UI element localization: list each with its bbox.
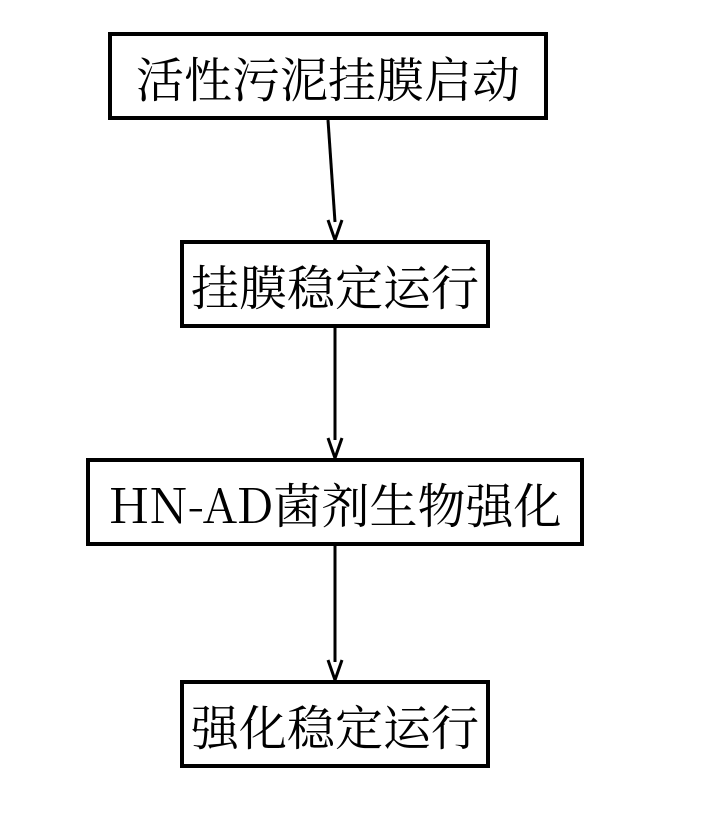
flowchart-arrow-1 — [308, 118, 355, 242]
node-label: 挂膜稳定运行 — [191, 250, 479, 319]
node-label: 活性污泥挂膜启动 — [136, 42, 520, 111]
flowchart-node-n1: 活性污泥挂膜启动 — [108, 32, 548, 120]
flowchart-arrow-3 — [315, 544, 355, 682]
flowchart-node-n2: 挂膜稳定运行 — [180, 240, 490, 328]
flowchart-node-n4: 强化稳定运行 — [180, 680, 490, 768]
node-label: 强化稳定运行 — [191, 690, 479, 759]
flowchart-node-n3: HN-AD菌剂生物强化 — [86, 458, 584, 546]
node-label: HN-AD菌剂生物强化 — [108, 468, 561, 537]
flowchart-canvas: 活性污泥挂膜启动挂膜稳定运行 HN-AD菌剂生物强化强化稳定运行 — [0, 0, 713, 823]
flowchart-arrow-2 — [315, 326, 355, 460]
